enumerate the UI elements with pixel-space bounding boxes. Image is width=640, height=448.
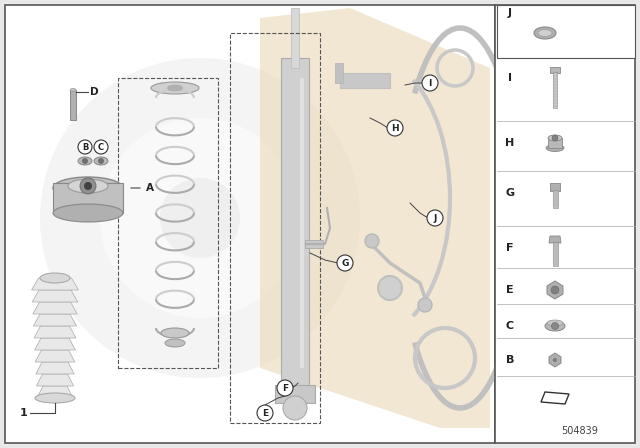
Text: F: F (282, 383, 288, 392)
Circle shape (552, 358, 557, 362)
Polygon shape (549, 236, 561, 243)
Bar (275, 385, 315, 403)
Ellipse shape (70, 89, 76, 91)
Bar (340, 73, 390, 88)
Text: B: B (82, 142, 88, 151)
Polygon shape (35, 338, 76, 350)
Text: 1: 1 (19, 408, 27, 418)
Circle shape (100, 118, 300, 318)
Text: F: F (506, 243, 514, 253)
Polygon shape (33, 302, 77, 314)
Polygon shape (34, 326, 76, 338)
Bar (300, 78, 304, 368)
Ellipse shape (161, 328, 189, 338)
Bar (70, 90, 76, 120)
Bar (550, 183, 560, 191)
Polygon shape (31, 278, 79, 290)
Text: C: C (98, 142, 104, 151)
Ellipse shape (165, 339, 185, 347)
Circle shape (378, 276, 402, 300)
Text: I: I (508, 73, 512, 83)
Ellipse shape (548, 135, 562, 141)
Circle shape (422, 75, 438, 91)
Ellipse shape (534, 27, 556, 39)
Text: A: A (146, 183, 154, 193)
Circle shape (40, 58, 360, 378)
Text: 504839: 504839 (561, 426, 598, 436)
Bar (118, 78, 218, 368)
Text: B: B (506, 355, 514, 365)
Bar (550, 67, 560, 73)
Ellipse shape (40, 273, 70, 283)
Ellipse shape (545, 321, 565, 331)
Circle shape (78, 140, 92, 154)
Polygon shape (33, 314, 77, 326)
Circle shape (257, 405, 273, 421)
Bar (552, 190, 557, 208)
Polygon shape (32, 290, 78, 302)
Bar (548, 138, 562, 148)
Bar (495, 5, 635, 443)
Ellipse shape (547, 320, 563, 326)
Ellipse shape (546, 145, 564, 151)
Text: G: G (341, 258, 349, 267)
Bar (291, 8, 299, 68)
Ellipse shape (78, 157, 92, 165)
Bar (281, 58, 309, 398)
Bar (497, 5, 635, 58)
Text: J: J (433, 214, 436, 223)
Text: H: H (506, 138, 515, 148)
Text: J: J (508, 8, 512, 18)
Polygon shape (260, 8, 490, 428)
Text: I: I (428, 78, 432, 87)
Circle shape (387, 120, 403, 136)
Bar (5, 5, 495, 443)
Ellipse shape (168, 85, 182, 91)
Circle shape (283, 396, 307, 420)
Polygon shape (552, 356, 559, 364)
Text: G: G (506, 188, 515, 198)
Polygon shape (541, 392, 569, 404)
Circle shape (418, 298, 432, 312)
Bar (53, 183, 123, 213)
Circle shape (94, 140, 108, 154)
Ellipse shape (53, 204, 123, 222)
Text: E: E (262, 409, 268, 418)
Text: D: D (90, 87, 99, 97)
Circle shape (551, 286, 559, 294)
Circle shape (427, 210, 443, 226)
Bar (552, 242, 557, 266)
Circle shape (552, 135, 558, 141)
Bar (230, 33, 320, 423)
Circle shape (160, 178, 240, 258)
Circle shape (277, 380, 293, 396)
Circle shape (80, 178, 96, 194)
Text: C: C (506, 321, 514, 331)
Circle shape (365, 234, 379, 248)
Ellipse shape (53, 177, 123, 199)
Polygon shape (547, 281, 563, 299)
Polygon shape (37, 386, 73, 398)
Bar (335, 63, 343, 83)
Circle shape (337, 255, 353, 271)
Ellipse shape (94, 157, 108, 165)
Polygon shape (35, 350, 75, 362)
Bar (553, 72, 557, 108)
Polygon shape (36, 362, 74, 374)
Text: E: E (506, 285, 514, 295)
Polygon shape (549, 353, 561, 367)
Polygon shape (36, 374, 74, 386)
Circle shape (98, 158, 104, 164)
Ellipse shape (68, 179, 108, 193)
Circle shape (84, 182, 92, 190)
Circle shape (552, 323, 559, 329)
Bar (305, 240, 323, 248)
Ellipse shape (538, 30, 552, 36)
Ellipse shape (35, 393, 75, 403)
Ellipse shape (151, 82, 199, 94)
Text: H: H (391, 124, 399, 133)
Circle shape (82, 158, 88, 164)
